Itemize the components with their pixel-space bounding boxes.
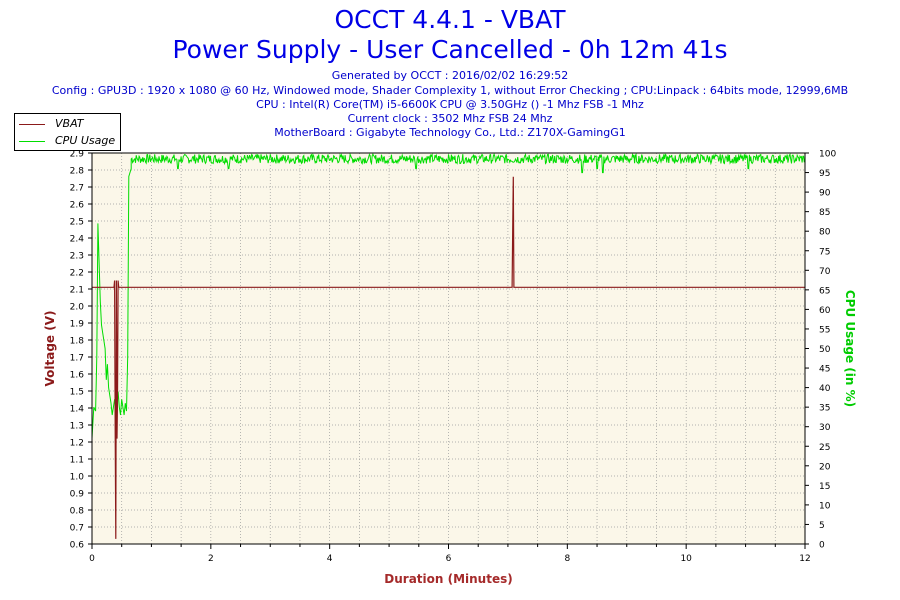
series-line-vbat xyxy=(92,176,805,539)
y-left-tick-label: 2.4 xyxy=(70,235,85,245)
y-right-tick-label: 70 xyxy=(819,267,831,277)
y-right-tick-label: 0 xyxy=(819,541,825,551)
y-right-tick-label: 65 xyxy=(819,286,830,296)
y-left-tick-label: 1.3 xyxy=(70,422,84,432)
x-tick-label: 12 xyxy=(799,554,810,564)
x-tick-label: 8 xyxy=(564,554,570,564)
x-tick-label: 6 xyxy=(446,554,452,564)
legend-swatch-cpu-usage xyxy=(19,140,45,142)
legend-swatch-vbat xyxy=(19,123,45,125)
y-left-tick-label: 0.7 xyxy=(70,524,84,534)
x-axis-label: Duration (Minutes) xyxy=(384,572,512,586)
y-right-axis-label: CPU Usage (in %) xyxy=(843,290,857,407)
y-right-tick-label: 85 xyxy=(819,208,830,218)
y-right-tick-label: 40 xyxy=(819,384,831,394)
y-left-tick-label: 0.9 xyxy=(70,490,85,500)
y-left-tick-label: 1.9 xyxy=(70,320,85,330)
y-left-tick-label: 2.8 xyxy=(70,167,85,177)
y-left-tick-label: 1.6 xyxy=(70,371,85,381)
y-right-tick-label: 90 xyxy=(819,189,831,199)
y-left-tick-label: 1.2 xyxy=(70,439,84,449)
y-left-tick-label: 1.1 xyxy=(70,456,84,466)
legend-item-vbat: VBAT xyxy=(19,117,84,130)
info-generated: Generated by OCCT : 2016/02/02 16:29:52 xyxy=(331,69,569,82)
info-config: Config : GPU3D : 1920 x 1080 @ 60 Hz, Wi… xyxy=(51,84,849,97)
x-tick-label: 10 xyxy=(680,554,692,564)
legend-label-vbat: VBAT xyxy=(55,117,84,130)
info-motherboard: MotherBoard : Gigabyte Technology Co., L… xyxy=(274,126,626,139)
y-left-tick-label: 2.3 xyxy=(70,252,84,262)
chart-title: OCCT 4.4.1 - VBAT xyxy=(334,5,566,34)
y-right-tick-label: 35 xyxy=(819,404,830,414)
y-right-tick-label: 100 xyxy=(819,150,836,160)
y-left-tick-label: 2.7 xyxy=(70,184,84,194)
legend-item-cpu-usage: CPU Usage xyxy=(19,134,115,147)
y-right-tick-label: 95 xyxy=(819,169,830,179)
y-right-tick-label: 10 xyxy=(819,501,831,511)
y-left-tick-label: 2.6 xyxy=(70,201,85,211)
y-left-tick-label: 0.8 xyxy=(70,507,85,517)
y-left-tick-label: 2.0 xyxy=(70,303,85,313)
y-left-tick-label: 2.2 xyxy=(70,269,84,279)
info-clock: Current clock : 3502 Mhz FSB 24 Mhz xyxy=(347,112,553,125)
y-left-tick-label: 2.5 xyxy=(70,218,84,228)
y-right-tick-label: 75 xyxy=(819,247,830,257)
y-left-axis-label: Voltage (V) xyxy=(43,311,57,387)
y-left-tick-label: 2.1 xyxy=(70,286,84,296)
y-right-tick-label: 60 xyxy=(819,306,831,316)
y-right-tick-label: 5 xyxy=(819,521,825,531)
y-right-tick-label: 50 xyxy=(819,345,831,355)
legend-label-cpu-usage: CPU Usage xyxy=(55,134,116,147)
x-tick-label: 0 xyxy=(89,554,95,564)
y-left-tick-label: 2.9 xyxy=(70,150,85,160)
y-left-tick-label: 0.6 xyxy=(70,541,85,551)
y-right-tick-label: 55 xyxy=(819,325,830,335)
legend: VBAT CPU Usage xyxy=(14,113,121,151)
y-left-tick-label: 1.8 xyxy=(70,337,85,347)
y-left-tick-label: 1.0 xyxy=(70,473,85,483)
plot-border xyxy=(91,152,806,545)
chart-subtitle: Power Supply - User Cancelled - 0h 12m 4… xyxy=(172,35,728,64)
y-left-tick-label: 1.4 xyxy=(70,405,85,415)
y-right-tick-label: 45 xyxy=(819,365,830,375)
y-left-tick-label: 1.7 xyxy=(70,354,84,364)
y-right-tick-label: 20 xyxy=(819,462,831,472)
y-right-tick-label: 30 xyxy=(819,423,831,433)
y-right-tick-label: 15 xyxy=(819,482,830,492)
x-tick-label: 4 xyxy=(327,554,333,564)
y-right-tick-label: 80 xyxy=(819,228,831,238)
x-tick-label: 2 xyxy=(208,554,214,564)
y-right-tick-label: 25 xyxy=(819,443,830,453)
info-cpu: CPU : Intel(R) Core(TM) i5-6600K CPU @ 3… xyxy=(256,98,644,111)
series-line-cpu-usage xyxy=(91,152,805,439)
y-left-tick-label: 1.5 xyxy=(70,388,84,398)
